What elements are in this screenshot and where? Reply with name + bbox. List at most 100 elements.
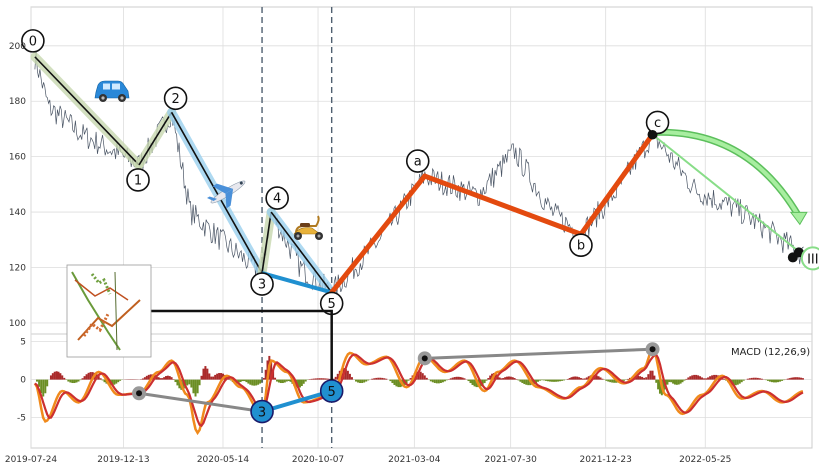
macd-histogram-bar xyxy=(255,379,258,386)
macd-y-tick-label: 5 xyxy=(20,338,26,348)
macd-histogram-bar xyxy=(393,379,396,385)
macd-wave-3-5-line xyxy=(261,389,333,414)
impulse-wave-label-circle xyxy=(265,186,289,210)
macd-histogram-bar xyxy=(208,373,211,380)
macd-histogram-bar xyxy=(639,376,642,380)
price-y-tick-label: 180 xyxy=(9,97,26,107)
macd-histogram-bar xyxy=(206,368,209,380)
macd-histogram-bar xyxy=(51,373,54,380)
macd-histogram-bar xyxy=(61,375,64,380)
macd-histogram-bar xyxy=(709,376,712,380)
macd-histogram-bar xyxy=(734,379,737,386)
correction-wave-label-circle xyxy=(569,233,593,258)
macd-histogram-bar xyxy=(350,377,353,380)
macd-histogram-bar xyxy=(111,379,114,386)
macd-histogram-bar xyxy=(748,378,751,380)
x-tick-label: 2019-07-24 xyxy=(5,455,58,465)
macd-histogram-bar xyxy=(218,373,221,380)
macd-histogram-bar xyxy=(489,375,492,380)
macd-histogram-bar xyxy=(38,379,41,387)
impulse-wave-label: 4 xyxy=(273,192,281,207)
macd-histogram-bar xyxy=(672,379,675,384)
macd-histogram-bar xyxy=(318,378,321,380)
price-y-tick-label: 100 xyxy=(9,319,26,329)
impulse-wave-label-circle xyxy=(21,29,45,53)
macd-histogram-bar xyxy=(259,379,262,384)
price-y-tick-label: 140 xyxy=(9,208,26,218)
macd-histogram-bar xyxy=(658,379,661,394)
impulse-wave-label: 0 xyxy=(29,34,37,49)
impulse-wave-line xyxy=(270,211,333,293)
macd-histogram-bar xyxy=(655,379,658,383)
macd-histogram-bar xyxy=(443,379,446,382)
macd-histogram-bar xyxy=(113,379,116,385)
macd-histogram-bar xyxy=(174,379,177,383)
macd-histogram-bar xyxy=(115,379,118,384)
macd-histogram-bar xyxy=(198,379,201,386)
macd-histogram-bar xyxy=(723,378,726,380)
macd-wave-line xyxy=(138,391,263,414)
macd-histogram-bar xyxy=(455,376,458,380)
macd-histogram-bar xyxy=(429,379,432,382)
macd-histogram-bar xyxy=(557,379,560,382)
macd-histogram-bar xyxy=(143,377,146,380)
macd-histogram-bar xyxy=(270,360,273,380)
impulse-wave-line xyxy=(170,111,263,274)
macd-wave-label: 5 xyxy=(328,385,336,400)
x-tick-label: 2021-03-04 xyxy=(388,455,441,465)
signal-line xyxy=(34,353,804,428)
macd-histogram-bar xyxy=(517,379,520,381)
macd-histogram-bar xyxy=(626,378,629,380)
macd-histogram-bar xyxy=(758,378,761,380)
macd-histogram-bar xyxy=(46,379,49,387)
macd-histogram-bar xyxy=(264,369,267,380)
macd-histogram-bar xyxy=(756,377,759,380)
impulse-wave-label-circle xyxy=(163,86,188,111)
macd-histogram-bar xyxy=(304,379,307,382)
macd-histogram-bar xyxy=(555,379,558,382)
macd-histogram-bar xyxy=(469,379,472,384)
macd-histogram-bar xyxy=(523,379,526,385)
macd-histogram-bar xyxy=(595,375,598,380)
macd-histogram-bar xyxy=(705,378,708,380)
macd-histogram-bar xyxy=(383,378,386,380)
macd-histogram-bar xyxy=(67,379,70,382)
macd-histogram-bar xyxy=(89,372,92,380)
macd-histogram-bar xyxy=(314,378,317,380)
macd-histogram-bar xyxy=(685,378,688,380)
macd-histogram-bar xyxy=(673,379,676,385)
macd-histogram-bar xyxy=(539,379,542,381)
macd-histogram-bar xyxy=(141,378,144,380)
macd-histogram-bar xyxy=(77,379,80,382)
macd-histogram-bar xyxy=(63,377,66,380)
macd-histogram-bar xyxy=(44,379,47,394)
macd-histogram-bar xyxy=(363,379,366,383)
macd-histogram-bar xyxy=(274,377,277,380)
macd-histogram-bar xyxy=(204,366,207,380)
macd-histogram-bar xyxy=(543,379,546,381)
macd-histogram-bar xyxy=(513,378,516,380)
macd-histogram-bar xyxy=(683,379,686,381)
macd-histogram-bar xyxy=(645,377,648,380)
macd-histogram-bar xyxy=(170,377,173,380)
macd-histogram-bar xyxy=(417,371,420,380)
wave-3-5-line xyxy=(261,271,333,295)
correction-wave-label-circle xyxy=(645,110,670,135)
macd-histogram-bar xyxy=(507,376,510,380)
macd-histogram-bar xyxy=(49,375,52,380)
macd-histogram-bar xyxy=(357,379,360,383)
macd-histogram-bar xyxy=(651,370,654,380)
macd-histogram-bar xyxy=(377,377,380,380)
macd-histogram-bar xyxy=(320,378,323,380)
macd-histogram-bar xyxy=(715,374,718,380)
impulse-wave-label: 1 xyxy=(134,173,142,188)
macd-histogram-bar xyxy=(334,376,337,380)
projection-line xyxy=(651,133,806,258)
macd-histogram-bar xyxy=(239,379,242,383)
wave-c-dot xyxy=(648,129,658,139)
correction-wave-line xyxy=(578,131,656,237)
macd-histogram-bar xyxy=(365,379,368,382)
macd-histogram-bar xyxy=(279,379,282,384)
macd-histogram-bar xyxy=(679,379,682,384)
